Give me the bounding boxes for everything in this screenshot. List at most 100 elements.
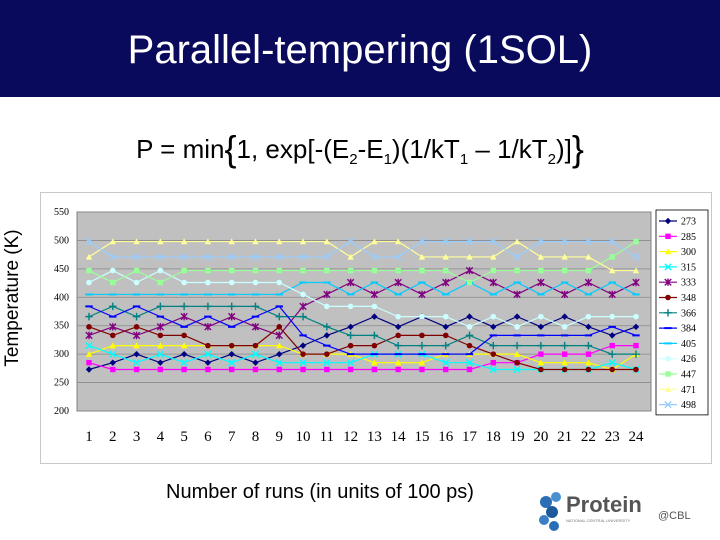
data-point-498	[465, 237, 474, 246]
x-tick-label: 19	[510, 429, 525, 445]
data-point-300-shape	[133, 342, 140, 349]
data-point-333-shape	[156, 323, 165, 331]
formula-left-brace: {	[224, 128, 237, 169]
data-point-498	[228, 253, 236, 261]
data-point-426	[228, 279, 235, 286]
data-point-348-shape	[538, 366, 544, 373]
data-point-285	[490, 359, 497, 366]
data-point-366-shape	[442, 341, 450, 350]
data-point-471	[85, 253, 93, 260]
data-point-426-shape	[324, 303, 330, 310]
legend-marker	[664, 217, 672, 225]
data-point-471-shape	[418, 253, 426, 260]
data-point-315-shape	[489, 365, 497, 374]
data-point-498-shape	[180, 253, 188, 261]
data-point-348-shape	[466, 342, 473, 349]
data-point-498-shape	[275, 253, 283, 261]
data-point-471	[537, 253, 545, 260]
data-point-498-shape	[370, 253, 379, 261]
data-point-285-shape	[633, 342, 639, 349]
legend-label: 447	[681, 370, 696, 381]
data-point-426-shape	[395, 313, 401, 320]
data-point-471	[418, 253, 426, 260]
data-point-471-shape	[466, 253, 473, 260]
data-point-273	[609, 332, 616, 339]
data-point-300	[157, 342, 164, 349]
data-point-498-shape	[489, 237, 497, 246]
y-tick-label: 500	[54, 235, 69, 246]
formula-text: )(1/kT	[391, 134, 460, 164]
data-point-273	[204, 359, 212, 366]
data-point-426-shape	[300, 291, 306, 298]
series-366	[85, 302, 640, 358]
series-line-273	[88, 315, 637, 371]
data-point-273	[347, 323, 354, 331]
data-point-366	[132, 312, 141, 321]
series-line-384	[88, 305, 637, 355]
legend-marker	[664, 278, 672, 286]
data-point-348	[324, 351, 330, 357]
data-point-348	[347, 342, 354, 349]
data-point-315	[251, 350, 260, 358]
data-point-300-shape	[513, 350, 521, 357]
data-point-471	[466, 253, 473, 260]
data-point-447-shape	[371, 267, 378, 274]
data-point-333-shape	[85, 331, 93, 340]
series-line-366	[88, 305, 636, 355]
legend-item: 498	[659, 400, 696, 411]
data-point-426	[561, 324, 568, 330]
data-point-333-shape	[489, 278, 497, 287]
data-point-366	[632, 350, 640, 358]
x-tick-label: 17	[462, 429, 478, 445]
data-point-285-shape	[276, 366, 282, 373]
data-point-348-shape	[324, 351, 330, 357]
data-point-366	[370, 331, 379, 340]
data-point-333	[251, 323, 260, 331]
data-point-447-shape	[538, 267, 544, 274]
data-point-447	[538, 267, 544, 274]
data-point-471	[204, 238, 212, 245]
data-point-366-shape	[204, 302, 212, 311]
data-point-426-shape	[181, 279, 187, 286]
data-point-300-shape	[394, 359, 402, 366]
data-point-426-shape	[466, 324, 473, 330]
data-point-285-shape	[443, 366, 449, 373]
data-point-426	[109, 267, 116, 274]
x-tick-label: 9	[276, 429, 284, 445]
data-point-333-shape	[537, 278, 545, 287]
data-point-471	[442, 253, 449, 260]
data-point-273	[85, 366, 93, 373]
data-point-471	[323, 238, 331, 245]
data-point-471-shape	[371, 238, 378, 245]
data-point-315	[346, 358, 355, 367]
data-point-333	[180, 312, 188, 321]
series-line-285	[88, 345, 636, 371]
data-point-348	[276, 324, 283, 330]
data-point-366	[275, 312, 283, 321]
data-point-426-shape	[109, 267, 116, 274]
data-point-366	[513, 341, 521, 350]
data-point-348-shape	[276, 324, 283, 330]
data-point-426-shape	[442, 313, 449, 320]
legend-label: 471	[681, 385, 696, 396]
data-point-315-shape	[275, 358, 283, 367]
data-point-300	[109, 342, 116, 349]
data-point-426	[466, 324, 473, 330]
data-point-498-shape	[632, 253, 640, 261]
data-point-333-shape	[109, 323, 117, 331]
data-point-333	[560, 290, 569, 299]
data-point-426	[157, 267, 164, 274]
data-point-366-shape	[418, 341, 426, 350]
formula-text: -E	[357, 134, 384, 164]
data-point-285-shape	[561, 351, 568, 357]
data-point-348	[371, 342, 378, 349]
data-point-273	[394, 323, 402, 331]
data-point-366-shape	[156, 302, 165, 311]
data-point-333	[109, 323, 117, 331]
formula-text: – 1/kT	[468, 134, 548, 164]
data-point-498	[204, 253, 212, 261]
data-point-273-shape	[442, 323, 449, 331]
data-point-498-shape	[85, 237, 93, 246]
data-point-471-shape	[347, 253, 354, 260]
data-point-447	[205, 267, 211, 274]
